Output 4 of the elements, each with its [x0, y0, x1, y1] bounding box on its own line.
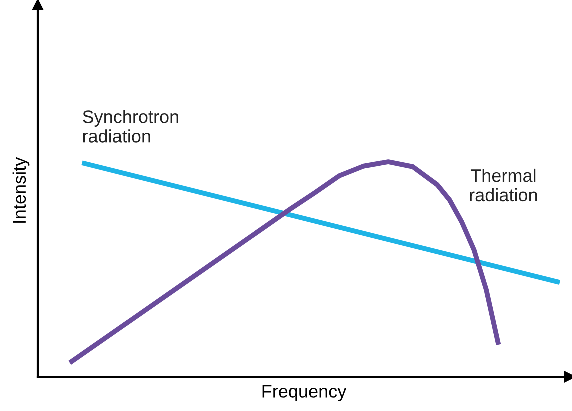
y-axis-title: Intensity	[12, 157, 30, 223]
series-label: Synchrotron radiation	[83, 110, 178, 143]
series-label: Thermal radiation	[470, 168, 538, 202]
x-axis-title: Frequency	[262, 385, 347, 402]
